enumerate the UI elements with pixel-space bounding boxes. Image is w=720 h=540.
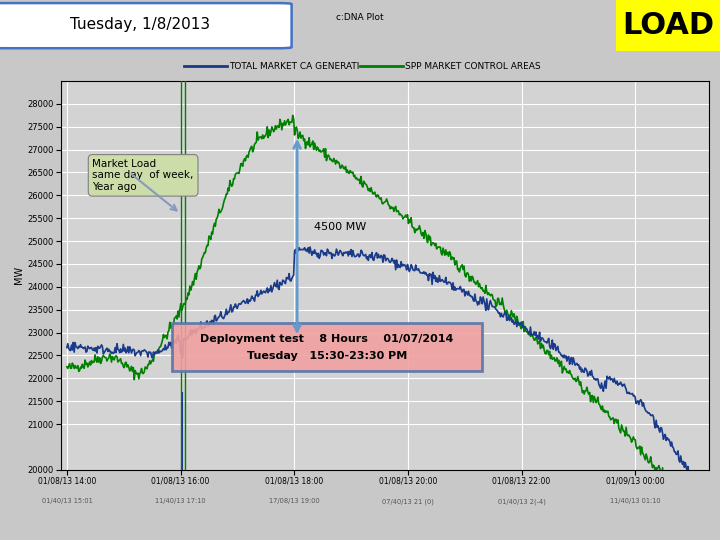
- FancyBboxPatch shape: [616, 0, 720, 51]
- Text: Deployment test    8 Hours    01/07/2014: Deployment test 8 Hours 01/07/2014: [200, 334, 454, 344]
- Text: Tuesday, 1/8/2013: Tuesday, 1/8/2013: [71, 17, 210, 32]
- Text: SPP MARKET CONTROL AREAS: SPP MARKET CONTROL AREAS: [405, 62, 541, 71]
- Text: LOAD: LOAD: [622, 11, 714, 40]
- Text: 01/40/13 15:01: 01/40/13 15:01: [42, 498, 92, 504]
- FancyBboxPatch shape: [0, 3, 292, 48]
- Text: TOTAL MARKET CA GENERATI: TOTAL MARKET CA GENERATI: [229, 62, 359, 71]
- Text: Market Load
same day  of week,
Year ago: Market Load same day of week, Year ago: [92, 159, 194, 192]
- Y-axis label: MW: MW: [14, 266, 24, 285]
- Text: 17/08/13 19:00: 17/08/13 19:00: [269, 498, 320, 504]
- FancyBboxPatch shape: [172, 323, 482, 372]
- Text: c:DNA Plot: c:DNA Plot: [336, 13, 384, 22]
- Text: 11/40/13 01:10: 11/40/13 01:10: [610, 498, 661, 504]
- Text: 11/40/13 17:10: 11/40/13 17:10: [156, 498, 206, 504]
- Text: 4500 MW: 4500 MW: [314, 222, 366, 232]
- Text: 01/40/13 2(-4): 01/40/13 2(-4): [498, 498, 546, 505]
- Text: 07/40/13 21 (0): 07/40/13 21 (0): [382, 498, 434, 505]
- Text: Tuesday   15:30-23:30 PM: Tuesday 15:30-23:30 PM: [247, 350, 407, 361]
